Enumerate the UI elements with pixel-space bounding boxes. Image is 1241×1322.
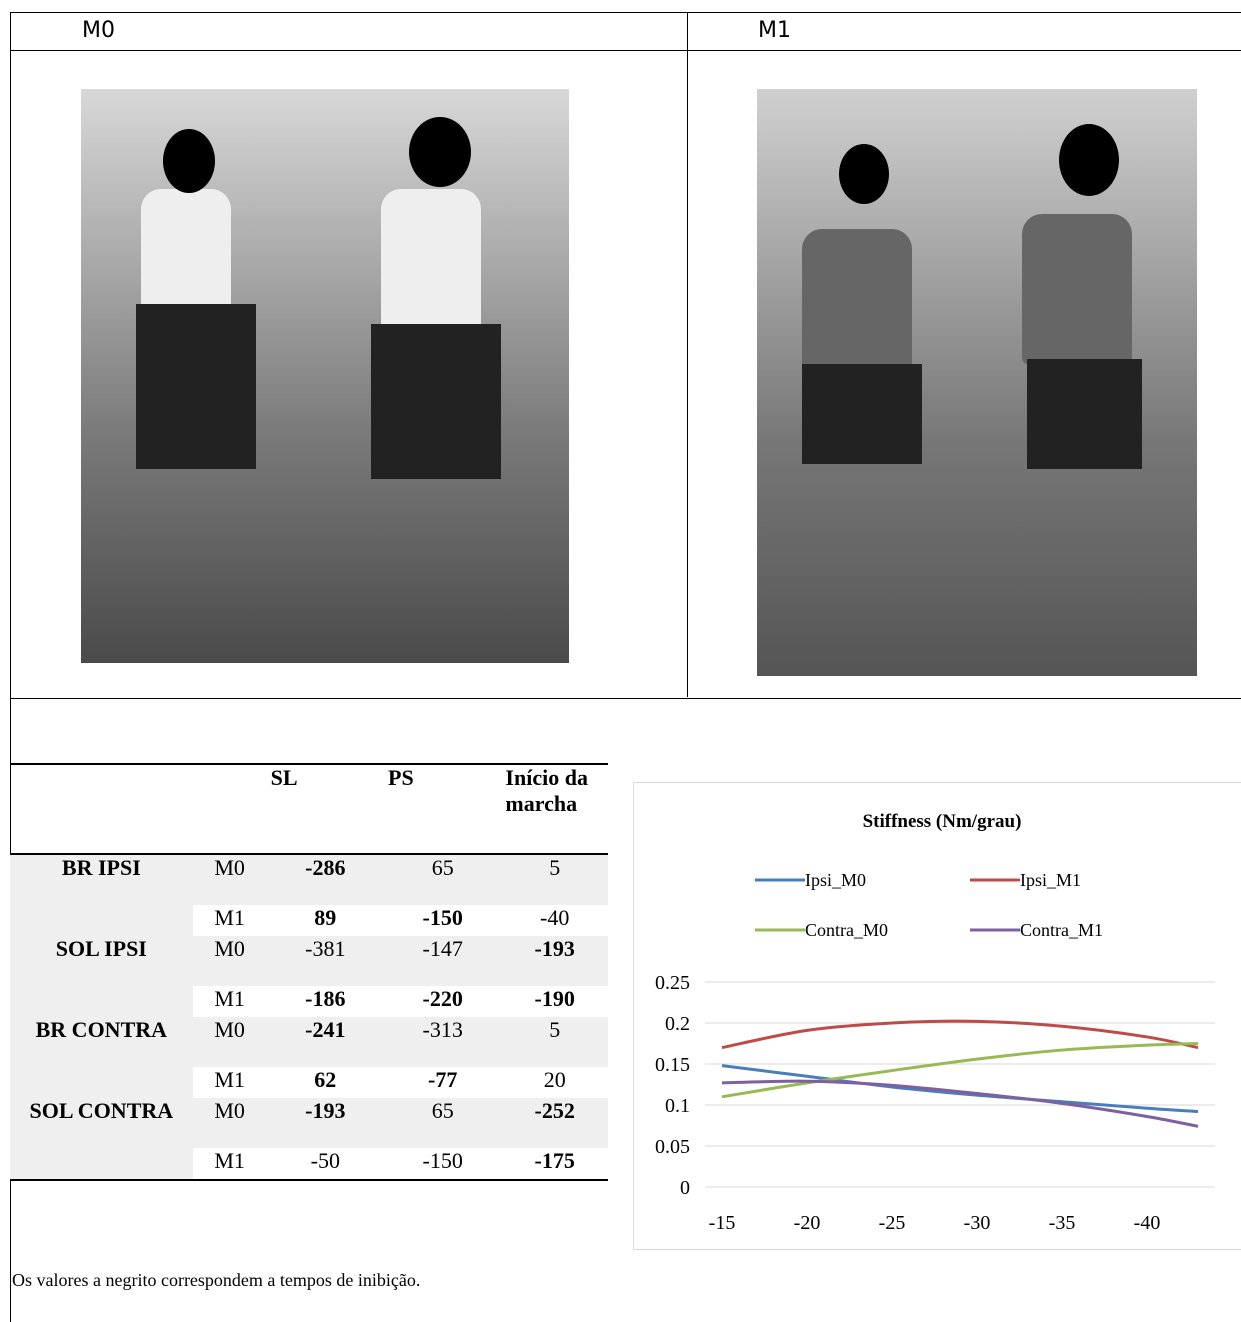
cell: -175 [501, 1148, 608, 1180]
cell: -186 [267, 986, 384, 1017]
x-tick-label: -35 [1049, 1212, 1076, 1234]
cell: -77 [384, 1067, 501, 1098]
x-tick-label: -15 [709, 1212, 736, 1234]
y-tick-label: 0.1 [665, 1095, 690, 1117]
y-tick-label: 0.05 [655, 1136, 690, 1158]
cell: -150 [384, 905, 501, 936]
row-label: M0 [193, 1098, 267, 1148]
row-label: M0 [193, 854, 267, 905]
row-label: M1 [193, 905, 267, 936]
header-cell [193, 764, 267, 854]
cell: 5 [501, 854, 608, 905]
cell: -220 [384, 986, 501, 1017]
header-cell [10, 764, 193, 854]
photo [321, 89, 569, 663]
x-tick-label: -30 [964, 1212, 991, 1234]
page: M0 M1 SLPSInício da marchaBR IPSIM0-2866… [0, 0, 1241, 1322]
photo [81, 89, 321, 663]
cell: 65 [384, 854, 501, 905]
cell: -147 [384, 936, 501, 986]
cell: 62 [267, 1067, 384, 1098]
chart: Stiffness (Nm/grau) 0 0.05 0.1 0.15 0.2 0.25 -… [633, 782, 1241, 1250]
legend-label: Ipsi_M0 [805, 870, 866, 890]
chart-title: Stiffness (Nm/grau) [863, 811, 1022, 832]
cell: -150 [384, 1148, 501, 1180]
row-label: M1 [193, 1067, 267, 1098]
row-group: SOL CONTRA [10, 1098, 193, 1180]
cell: -381 [267, 936, 384, 986]
cell: 20 [501, 1067, 608, 1098]
cell: -313 [384, 1017, 501, 1067]
y-tick-label: 0.2 [665, 1013, 690, 1035]
x-tick-label: -40 [1134, 1212, 1161, 1234]
row-label: M1 [193, 1148, 267, 1180]
row-label: M1 [193, 986, 267, 1017]
photo [757, 89, 977, 676]
x-tick-label: -25 [879, 1212, 906, 1234]
legend-label: Contra_M1 [1020, 920, 1103, 940]
cell: -40 [501, 905, 608, 936]
rule [10, 50, 1241, 51]
cell: -193 [501, 936, 608, 986]
row-label: M0 [193, 936, 267, 986]
y-tick-label: 0 [680, 1177, 690, 1199]
legend-label: Contra_M0 [805, 920, 888, 940]
column-header: PS [384, 764, 501, 854]
x-tick-label: -20 [794, 1212, 821, 1234]
cell: -286 [267, 854, 384, 905]
row-label: M0 [193, 1017, 267, 1067]
cell: -252 [501, 1098, 608, 1148]
panel-label: M1 [758, 18, 791, 43]
row-group: BR IPSI [10, 854, 193, 936]
cell: -241 [267, 1017, 384, 1067]
cell: -190 [501, 986, 608, 1017]
column-header: Início da marcha [501, 764, 608, 854]
cell: -50 [267, 1148, 384, 1180]
row-group: BR CONTRA [10, 1017, 193, 1098]
cell: 5 [501, 1017, 608, 1067]
column-header: SL [267, 764, 384, 854]
cell: -193 [267, 1098, 384, 1148]
photo [977, 89, 1197, 676]
row-group: SOL IPSI [10, 936, 193, 1017]
cell: 89 [267, 905, 384, 936]
footnote: Os valores a negrito correspondem a temp… [12, 1270, 420, 1291]
y-tick-label: 0.15 [655, 1054, 690, 1076]
cell: 65 [384, 1098, 501, 1148]
legend-label: Ipsi_M1 [1020, 870, 1081, 890]
panel-label: M0 [82, 18, 115, 43]
chart-frame [634, 783, 1241, 1250]
y-tick-label: 0.25 [655, 972, 690, 994]
divider [687, 12, 688, 697]
